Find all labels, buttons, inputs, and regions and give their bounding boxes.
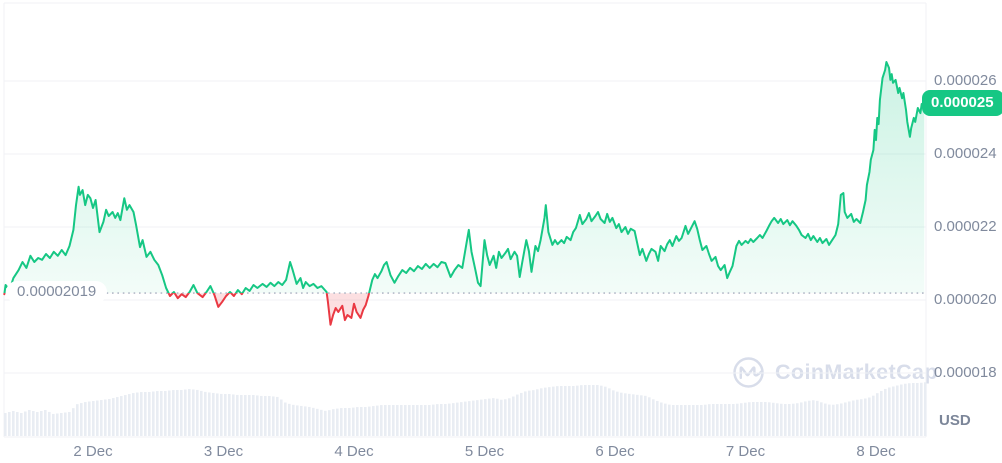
grid-lines xyxy=(3,2,927,438)
y-axis-label: 0.000020 xyxy=(934,291,997,308)
y-axis-label: 0.000026 xyxy=(934,72,997,89)
price-line-down xyxy=(3,293,371,326)
price-badge: 0.000025 xyxy=(922,89,1002,116)
price-line-up xyxy=(3,61,926,294)
x-axis-label: 3 Dec xyxy=(203,443,244,460)
y-axis-label: 0.000018 xyxy=(934,364,997,381)
volume-bars xyxy=(4,382,927,436)
x-axis-label: 2 Dec xyxy=(73,443,113,460)
x-axis-label: 6 Dec xyxy=(595,443,635,460)
y-axis-label: 0.000024 xyxy=(934,145,997,162)
baseline-price-label: 0.00002019 xyxy=(6,281,108,303)
watermark: CoinMarketCap xyxy=(731,355,938,390)
x-axis-label: 8 Dec xyxy=(856,443,896,460)
x-axis-label: 7 Dec xyxy=(725,443,766,460)
currency-label: USD xyxy=(939,412,971,429)
x-axis-label: 4 Dec xyxy=(334,443,374,460)
x-axis-label: 5 Dec xyxy=(464,443,505,460)
watermark-text: CoinMarketCap xyxy=(775,360,938,384)
y-axis-label: 0.000022 xyxy=(934,218,997,235)
area-fill-up xyxy=(4,62,925,294)
